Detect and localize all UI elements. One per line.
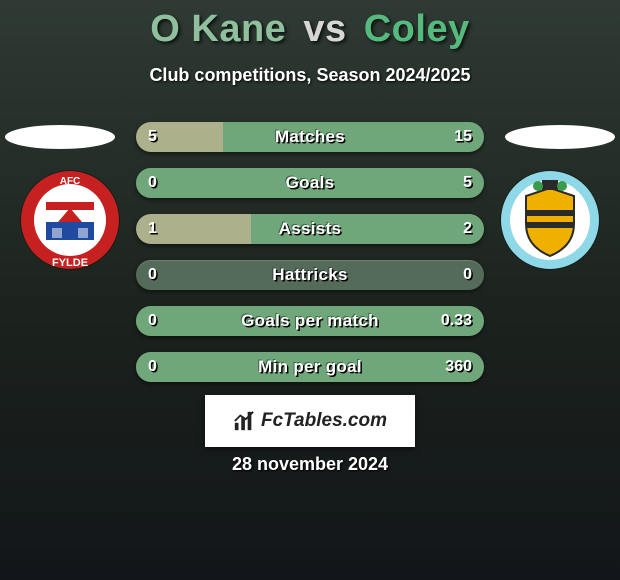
player1-name: O Kane [150,8,286,50]
stat-bar: 0Hattricks0 [136,260,484,290]
stat-label: Min per goal [136,352,484,382]
stat-bar: 0Goals per match0.33 [136,306,484,336]
stat-label: Matches [136,122,484,152]
stat-value-player2: 2 [463,214,472,244]
stat-bar: 0Goals5 [136,168,484,198]
fctables-logo: FcTables.com [205,395,415,447]
stats-bars: 5Matches150Goals51Assists20Hattricks00Go… [136,122,484,398]
date-label: 28 november 2024 [0,454,620,475]
club-crest-right-icon [500,170,600,270]
subtitle: Club competitions, Season 2024/2025 [0,65,620,86]
stat-value-player2: 5 [463,168,472,198]
stat-label: Goals per match [136,306,484,336]
player2-name: Coley [364,8,470,50]
vs-label: vs [303,8,346,50]
logo-text: FcTables.com [261,410,387,432]
svg-text:AFC: AFC [60,176,81,187]
stat-bar: 1Assists2 [136,214,484,244]
stat-label: Hattricks [136,260,484,290]
stat-label: Goals [136,168,484,198]
player1-flag [5,125,115,149]
stat-value-player2: 360 [445,352,472,382]
player2-flag [505,125,615,149]
stat-bar: 5Matches15 [136,122,484,152]
stat-label: Assists [136,214,484,244]
chart-icon [233,410,255,432]
club-crest-left-icon: AFC FYLDE [20,170,120,270]
stat-bar: 0Min per goal360 [136,352,484,382]
stat-value-player2: 0 [463,260,472,290]
stat-value-player2: 0.33 [441,306,472,336]
player1-club-crest: AFC FYLDE [20,170,120,270]
stat-value-player2: 15 [454,122,472,152]
comparison-title: O Kane vs Coley [0,0,620,51]
svg-text:FYLDE: FYLDE [52,257,88,269]
player2-club-crest [500,170,600,270]
